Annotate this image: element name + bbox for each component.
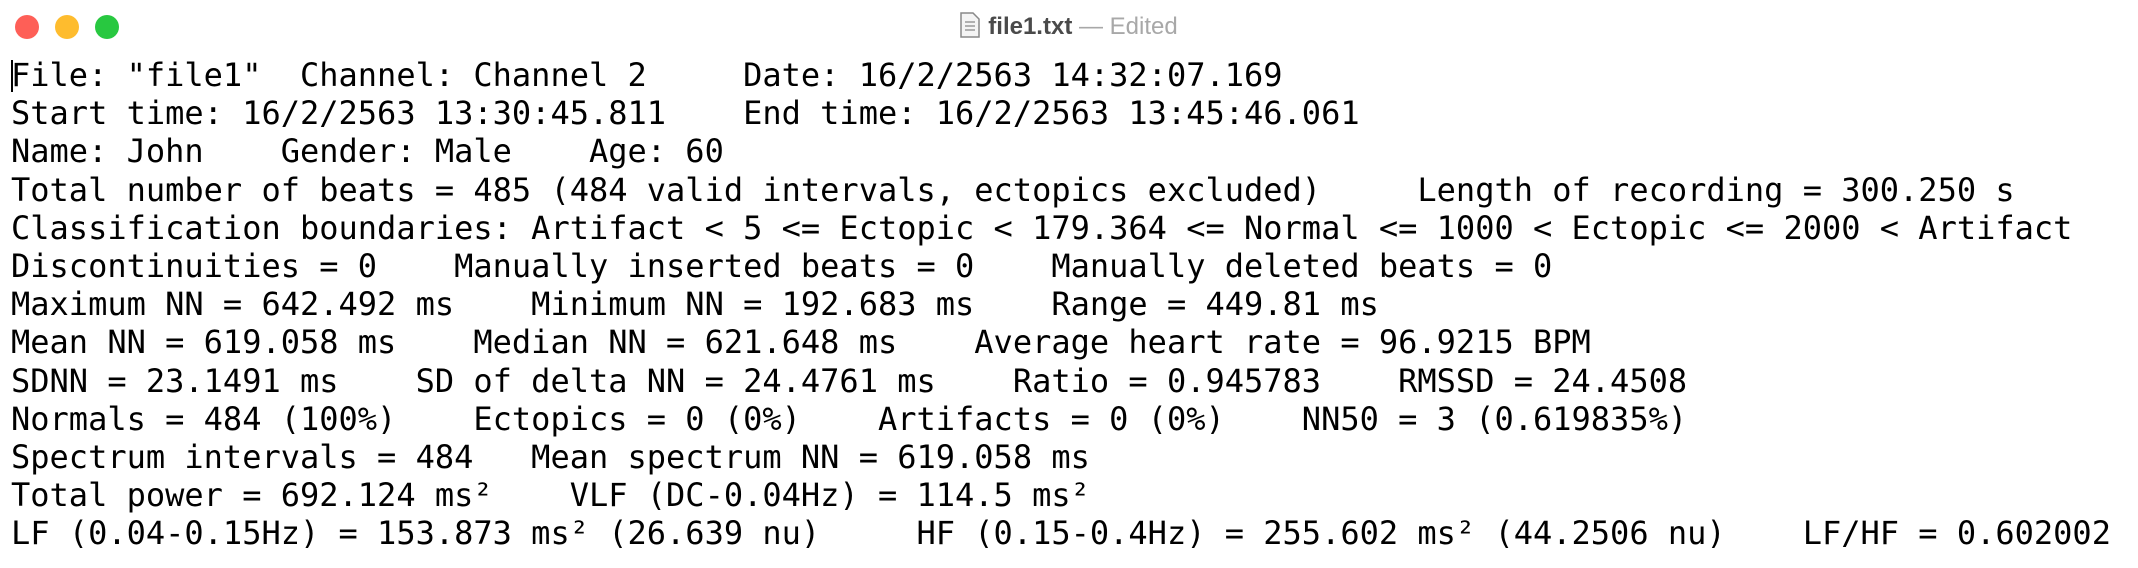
text-line: Classification boundaries: Artifact < 5 … — [11, 208, 2073, 247]
text-line: File: "file1" Channel: Channel 2 Date: 1… — [11, 56, 1283, 94]
filename: file1.txt — [988, 13, 1073, 40]
caret — [11, 60, 13, 92]
text-line: Total power = 692.124 ms² VLF (DC-0.04Hz… — [11, 476, 1090, 515]
window-title: file1.txt — Edited — [0, 12, 2138, 42]
text-line: Name: John Gender: Male Age: 60 — [11, 132, 724, 171]
text-line: Normals = 484 (100%) Ectopics = 0 (0%) A… — [11, 399, 1688, 438]
text-line: Maximum NN = 642.492 ms Minimum NN = 192… — [11, 285, 1379, 324]
edit-status: — Edited — [1078, 13, 1178, 40]
text-line: Discontinuities = 0 Manually inserted be… — [11, 247, 1553, 286]
text-line: Spectrum intervals = 484 Mean spectrum N… — [11, 438, 1090, 477]
text-line: Start time: 16/2/2563 13:30:45.811 End t… — [11, 94, 1360, 133]
close-button[interactable] — [15, 15, 39, 39]
minimize-button[interactable] — [55, 15, 79, 39]
title-bar: file1.txt — Edited — [0, 0, 2138, 54]
text-line: Mean NN = 619.058 ms Median NN = 621.648… — [11, 323, 1591, 362]
zoom-button[interactable] — [95, 15, 119, 39]
document-icon — [960, 12, 981, 38]
text-content[interactable]: File: "file1" Channel: Channel 2 Date: 1… — [11, 56, 2111, 553]
text-line: LF (0.04-0.15Hz) = 153.873 ms² (26.639 n… — [11, 514, 2111, 553]
text-line: SDNN = 23.1491 ms SD of delta NN = 24.47… — [11, 361, 1688, 400]
text-line: Total number of beats = 485 (484 valid i… — [11, 170, 2015, 209]
